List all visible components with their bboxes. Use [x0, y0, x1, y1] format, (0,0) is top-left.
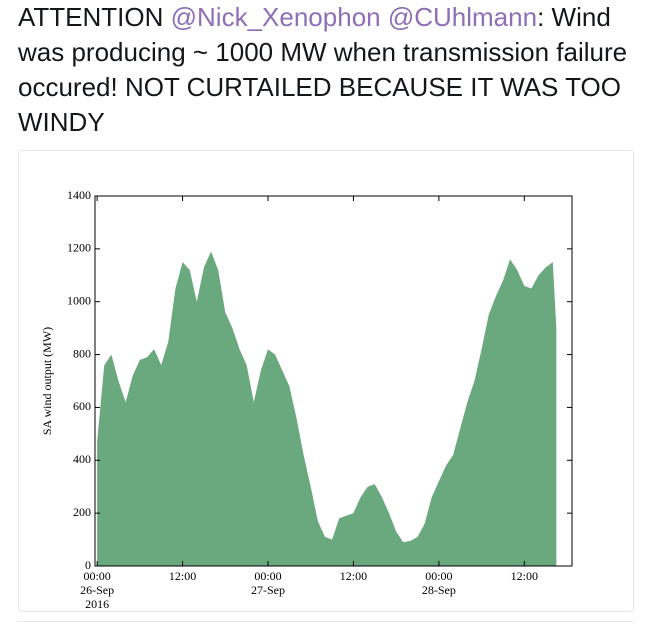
y-axis-label: SA wind output (MW) — [40, 327, 54, 435]
y-tick-label: 200 — [73, 505, 91, 519]
separator: : — [537, 2, 545, 32]
y-tick-label: 0 — [85, 558, 91, 572]
x-tick-label: 00:00 27-Sep — [251, 569, 285, 597]
y-tick-label: 400 — [73, 452, 91, 466]
plot-frame — [94, 195, 573, 567]
tweet-body: Wind was producing ~ 1000 MW when transm… — [18, 2, 628, 137]
divider — [18, 621, 634, 622]
y-tick-label: 1200 — [67, 241, 91, 255]
y-tick-label: 1400 — [67, 188, 91, 202]
media-card[interactable] — [18, 150, 634, 612]
x-tick-label: 00:00 26-Sep 2016 — [80, 569, 114, 611]
mention[interactable]: @CUhlmann — [387, 2, 538, 32]
mention[interactable]: @Nick_Xenophon — [170, 2, 381, 32]
x-tick-label: 00:00 28-Sep — [422, 569, 456, 597]
area — [97, 251, 557, 566]
tweet-prefix: ATTENTION — [18, 2, 164, 32]
y-tick-label: 1000 — [67, 293, 91, 307]
x-tick-label: 12:00 — [511, 569, 538, 583]
x-tick-label: 12:00 — [169, 569, 196, 583]
y-tick-label: 800 — [73, 346, 91, 360]
x-tick-label: 12:00 — [340, 569, 367, 583]
y-tick-label: 600 — [73, 399, 91, 413]
tweet-text: ATTENTION @Nick_Xenophon @CUhlmann: Wind… — [18, 0, 643, 140]
